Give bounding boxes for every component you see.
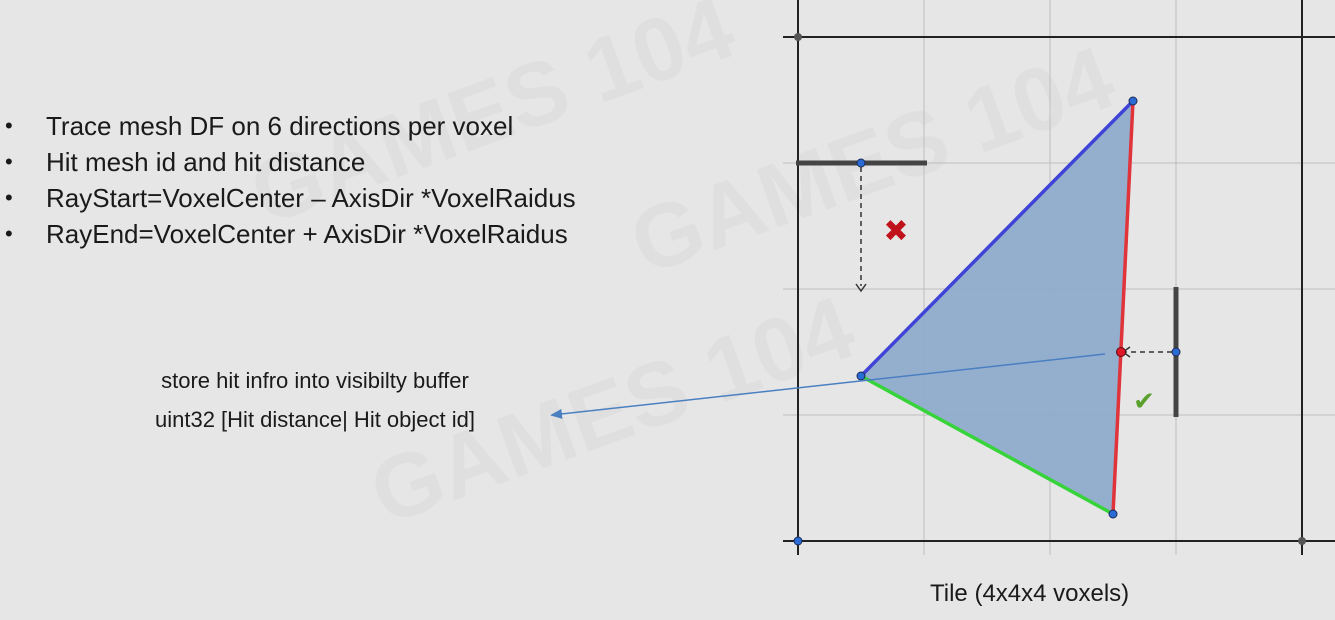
failed-ray-arrowhead [855,283,867,293]
visibility-buffer-note: store hit infro into visibilty buffer [161,368,469,393]
bullet-item: • Hit mesh id and hit distance [0,144,576,180]
pointer-arrow [550,353,1106,419]
hit-point [1116,347,1126,357]
frame-corner-point [1298,537,1306,545]
success-check-icon: ✔ [1133,387,1155,417]
ray-origin-point [1171,347,1181,357]
bullet-dot: • [5,185,13,210]
bullet-list: • Trace mesh DF on 6 directions per voxel… [0,108,576,252]
bullet-dot: • [5,113,13,138]
bullet-text: RayEnd=VoxelCenter + AxisDir *VoxelRaidu… [46,219,568,249]
triangle-vertex [1108,509,1118,519]
triangle-vertex [856,371,866,381]
bullet-text: RayStart=VoxelCenter – AxisDir *VoxelRai… [46,183,576,213]
bullet-dot: • [5,221,13,246]
bullet-item: • RayEnd=VoxelCenter + AxisDir *VoxelRaid… [0,216,576,252]
frame-corner-point [793,536,803,546]
bullet-item: • RayStart=VoxelCenter – AxisDir *VoxelRa… [0,180,576,216]
triangle-vertex [1128,96,1138,106]
bullet-text: Trace mesh DF on 6 directions per voxel [46,111,514,141]
triangle-edge-green [860,374,1114,516]
ray-origin-point [856,158,866,168]
bullet-item: • Trace mesh DF on 6 directions per voxel [0,108,576,144]
tile-caption: Tile (4x4x4 voxels) [930,580,1130,607]
bullet-text: Hit mesh id and hit distance [46,147,366,177]
fail-cross-icon: ✖ [883,214,908,249]
triangle-edge-red [1111,100,1135,515]
visibility-buffer-format: uint32 [Hit distance| Hit object id] [155,407,475,432]
triangle-edge-blue [859,99,1135,378]
frame-corner-point [794,33,802,41]
mesh-triangle [861,101,1133,514]
bullet-dot: • [5,149,13,174]
tile-frame [783,0,1335,555]
